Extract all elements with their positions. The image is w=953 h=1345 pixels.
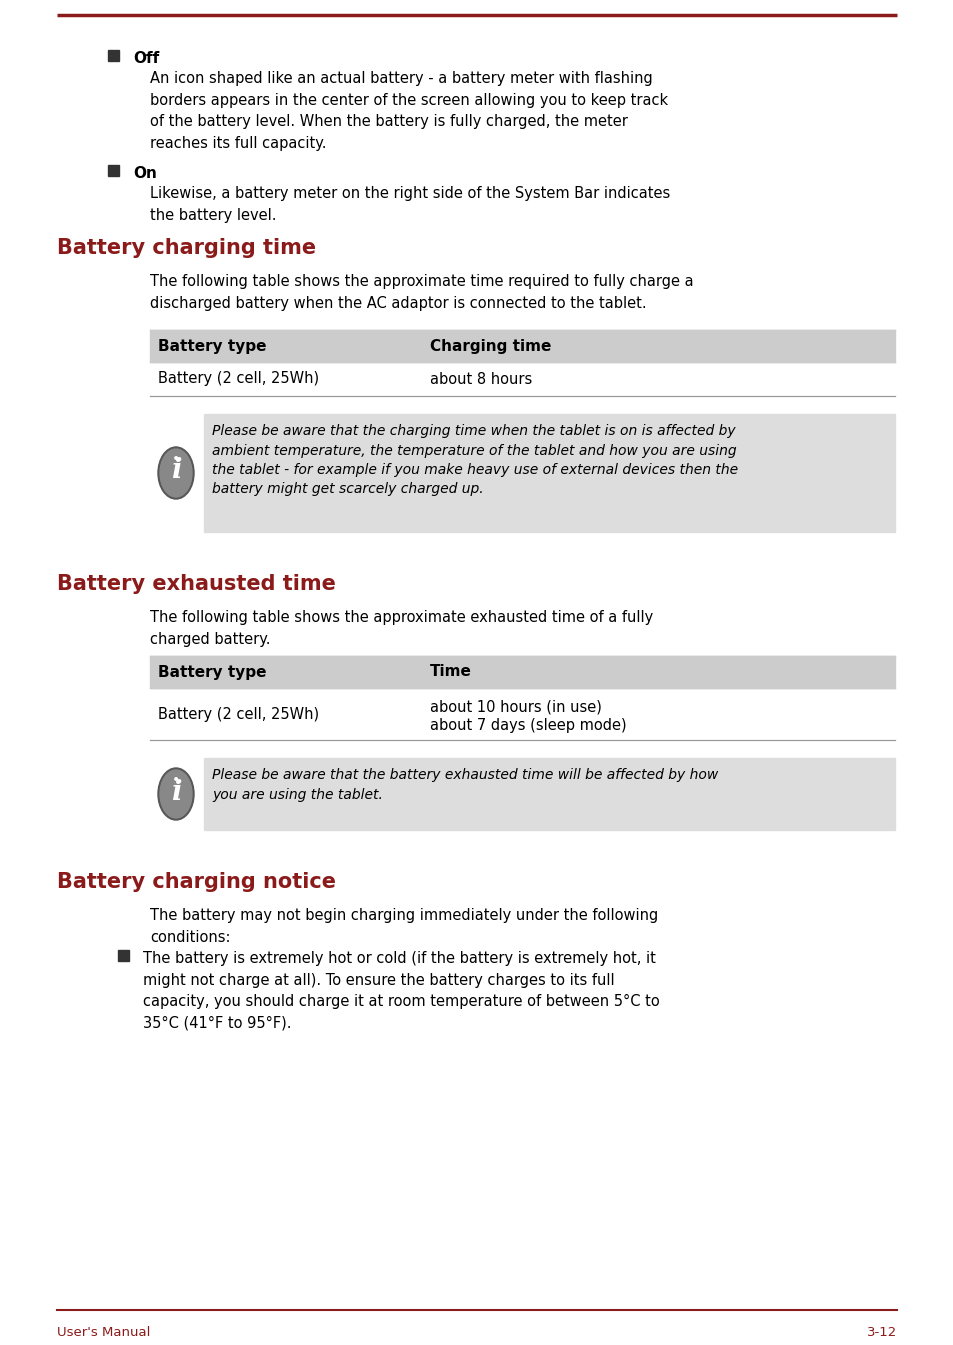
Text: Likewise, a battery meter on the right side of the System Bar indicates
the batt: Likewise, a battery meter on the right s… xyxy=(150,186,670,223)
Text: about 10 hours (in use): about 10 hours (in use) xyxy=(430,699,601,716)
Text: Battery charging notice: Battery charging notice xyxy=(57,872,335,892)
Text: On: On xyxy=(132,165,156,182)
Bar xyxy=(150,656,894,689)
Text: Off: Off xyxy=(132,51,159,66)
Bar xyxy=(204,414,894,533)
Text: The following table shows the approximate exhausted time of a fully
charged batt: The following table shows the approximat… xyxy=(150,611,653,647)
Text: Battery (2 cell, 25Wh): Battery (2 cell, 25Wh) xyxy=(158,371,319,386)
Ellipse shape xyxy=(160,449,192,498)
Text: Battery type: Battery type xyxy=(158,339,266,354)
Ellipse shape xyxy=(158,768,193,820)
Text: The following table shows the approximate time required to fully charge a
discha: The following table shows the approximat… xyxy=(150,274,693,311)
Text: Battery exhausted time: Battery exhausted time xyxy=(57,574,335,594)
Bar xyxy=(108,50,119,61)
Bar xyxy=(150,330,894,362)
Text: about 7 days (sleep mode): about 7 days (sleep mode) xyxy=(430,718,626,733)
Ellipse shape xyxy=(158,447,193,499)
Text: Time: Time xyxy=(430,664,472,679)
Text: Battery (2 cell, 25Wh): Battery (2 cell, 25Wh) xyxy=(158,706,319,721)
Text: about 8 hours: about 8 hours xyxy=(430,371,532,386)
Text: An icon shaped like an actual battery - a battery meter with flashing
borders ap: An icon shaped like an actual battery - … xyxy=(150,71,667,151)
Text: The battery is extremely hot or cold (if the battery is extremely hot, it
might : The battery is extremely hot or cold (if… xyxy=(143,951,659,1030)
Text: •: • xyxy=(172,773,180,787)
Text: Please be aware that the charging time when the tablet is on is affected by
ambi: Please be aware that the charging time w… xyxy=(212,424,738,496)
Text: User's Manual: User's Manual xyxy=(57,1326,151,1340)
Ellipse shape xyxy=(160,769,192,818)
Text: Charging time: Charging time xyxy=(430,339,551,354)
Bar xyxy=(204,759,894,830)
Text: The battery may not begin charging immediately under the following
conditions:: The battery may not begin charging immed… xyxy=(150,908,658,944)
Text: Battery charging time: Battery charging time xyxy=(57,238,315,258)
Text: Please be aware that the battery exhausted time will be affected by how
you are : Please be aware that the battery exhaust… xyxy=(212,768,718,802)
Text: 3-12: 3-12 xyxy=(866,1326,896,1340)
Text: i: i xyxy=(171,779,181,806)
Bar xyxy=(118,950,129,960)
Bar xyxy=(108,165,119,176)
Text: •: • xyxy=(172,452,180,465)
Text: Battery type: Battery type xyxy=(158,664,266,679)
Text: i: i xyxy=(171,457,181,484)
